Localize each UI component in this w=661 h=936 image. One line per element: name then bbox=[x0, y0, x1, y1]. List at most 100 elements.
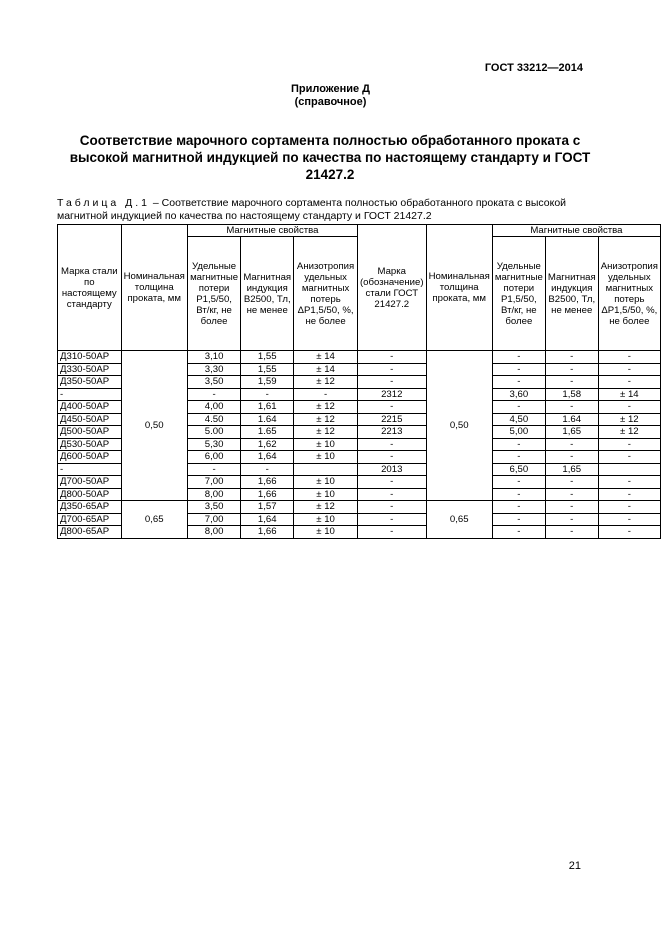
cell: 1,65 bbox=[544, 425, 599, 439]
cell: - bbox=[597, 350, 661, 364]
column-header: Магнитная индукция B2500, Тл, не менее bbox=[240, 236, 295, 351]
column-header: Марка (обозначение) стали ГОСТ 21427.2 bbox=[356, 224, 427, 351]
column-header: Магнитная индукция B2500, Тл, не менее bbox=[544, 236, 599, 351]
cell: 2013 bbox=[356, 462, 427, 476]
cell: - bbox=[491, 475, 546, 489]
table-caption: Таблица Д.1 – Соответствие марочного сор… bbox=[57, 197, 587, 223]
appendix-heading: Приложение Д (справочное) bbox=[0, 83, 661, 109]
cell: 8,00 bbox=[186, 525, 242, 539]
cell: - bbox=[544, 362, 599, 376]
cell: - bbox=[491, 375, 546, 389]
cell: 5,30 bbox=[186, 437, 242, 451]
appendix-note: (справочное) bbox=[294, 96, 367, 108]
cell: ± 12 bbox=[293, 425, 358, 439]
cell: 1,58 bbox=[544, 387, 599, 401]
cell bbox=[597, 462, 661, 476]
cell: 2312 bbox=[356, 387, 427, 401]
steel-grade: Д800-50АР bbox=[57, 487, 122, 501]
column-header: Анизотропия удельных магнитных потерь ΔP… bbox=[597, 236, 661, 351]
cell: - bbox=[544, 487, 599, 501]
steel-grade: Д800-65АР bbox=[57, 525, 122, 539]
cell: - bbox=[240, 387, 295, 401]
cell: 2213 bbox=[356, 425, 427, 439]
cell: - bbox=[356, 362, 427, 376]
cell: - bbox=[356, 375, 427, 389]
cell: 3,30 bbox=[186, 362, 242, 376]
cell: - bbox=[544, 500, 599, 514]
steel-grade: Д530-50АР bbox=[57, 437, 122, 451]
header-row: Марка стали по настоящему стандарту Номин… bbox=[57, 224, 661, 351]
cell: - bbox=[293, 387, 358, 401]
cell: ± 10 bbox=[293, 437, 358, 451]
cell: 3,50 bbox=[186, 375, 242, 389]
cell: 1,65 bbox=[544, 462, 599, 476]
cell: 4,50 bbox=[491, 412, 546, 426]
appendix-title: Приложение Д bbox=[291, 83, 370, 95]
cell: - bbox=[356, 512, 427, 526]
steel-grade: Д700-50АР bbox=[57, 475, 122, 489]
cell: 6,00 bbox=[186, 450, 242, 464]
standard-number: ГОСТ 33212—2014 bbox=[484, 62, 583, 74]
cell: ± 10 bbox=[293, 525, 358, 539]
cell: - bbox=[356, 487, 427, 501]
cell: - bbox=[491, 525, 546, 539]
cell: ± 10 bbox=[293, 450, 358, 464]
cell: 4,00 bbox=[186, 400, 242, 414]
cell: 3,60 bbox=[491, 387, 546, 401]
cell: ± 12 bbox=[293, 375, 358, 389]
cell: - bbox=[544, 525, 599, 539]
cell: - bbox=[491, 500, 546, 514]
page-number: 21 bbox=[568, 860, 581, 872]
cell: 8,00 bbox=[186, 487, 242, 501]
cell: - bbox=[356, 500, 427, 514]
cell: 1,62 bbox=[240, 437, 295, 451]
cell: 1,64 bbox=[240, 450, 295, 464]
cell: - bbox=[544, 512, 599, 526]
cell: - bbox=[544, 375, 599, 389]
header-row: Удельные магнитные потери P1,5/50, Вт/кг… bbox=[58, 236, 661, 351]
cell: - bbox=[356, 400, 427, 414]
cell: 1,57 bbox=[240, 500, 295, 514]
cell: - bbox=[544, 400, 599, 414]
cell: - bbox=[356, 475, 427, 489]
cell: - bbox=[597, 437, 661, 451]
cell: - bbox=[544, 450, 599, 464]
table-row: Д800-50АР 8,00 1,66 ± 10- - - - bbox=[57, 487, 661, 501]
table-row: Д700-65АР 7,00 1,64 ± 10- - - - bbox=[57, 512, 661, 526]
cell: - bbox=[544, 475, 599, 489]
thickness: 0,50 bbox=[425, 350, 493, 501]
thickness: 0,65 bbox=[425, 500, 493, 539]
cell: 1,59 bbox=[240, 375, 295, 389]
column-header: Марка стали по настоящему стандарту bbox=[57, 224, 122, 351]
thickness: 0,65 bbox=[120, 500, 188, 539]
cell: - bbox=[491, 350, 546, 364]
cell: ± 12 bbox=[597, 425, 661, 439]
cell: 1.64 bbox=[544, 412, 599, 426]
steel-grade: Д310-50АР bbox=[57, 350, 122, 364]
cell: - bbox=[597, 512, 661, 526]
cell: - bbox=[240, 462, 295, 476]
cell bbox=[293, 462, 358, 476]
cell: ± 14 bbox=[293, 350, 358, 364]
cell: 2215 bbox=[356, 412, 427, 426]
column-header: Номинальная толщина проката, мм bbox=[425, 224, 493, 351]
cell: ± 12 bbox=[293, 412, 358, 426]
cell: ± 10 bbox=[293, 475, 358, 489]
cell: 7,00 bbox=[186, 475, 242, 489]
cell: - bbox=[356, 437, 427, 451]
cell: - bbox=[597, 525, 661, 539]
correspondence-table: Марка стали по настоящему стандарту Номин… bbox=[57, 224, 661, 539]
group-header: Магнитные свойства bbox=[491, 224, 661, 237]
cell: 3,10 bbox=[186, 350, 242, 364]
cell: - bbox=[597, 400, 661, 414]
cell: ± 14 bbox=[597, 387, 661, 401]
cell: - bbox=[356, 350, 427, 364]
steel-grade: Д450-50АР bbox=[57, 412, 122, 426]
cell: 7,00 bbox=[186, 512, 242, 526]
cell: - bbox=[597, 475, 661, 489]
caption-label: Таблица Д.1 bbox=[57, 197, 150, 209]
cell: - bbox=[597, 487, 661, 501]
table-row: Д800-65АР 8,00 1,66 ± 10- - - - bbox=[57, 525, 661, 539]
cell: - bbox=[491, 512, 546, 526]
cell: ± 14 bbox=[293, 362, 358, 376]
